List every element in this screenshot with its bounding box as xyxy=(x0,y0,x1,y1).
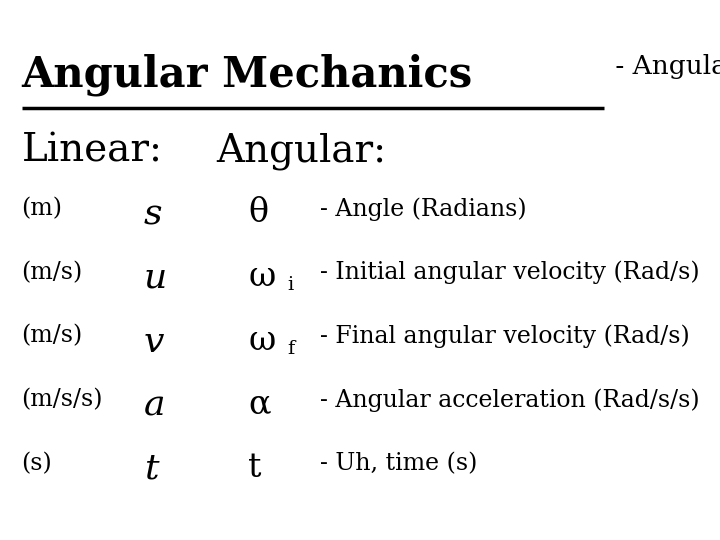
Text: - Angular Quantities: - Angular Quantities xyxy=(608,54,720,79)
Text: i: i xyxy=(287,276,294,294)
Text: v: v xyxy=(144,325,164,359)
Text: u: u xyxy=(144,261,167,295)
Text: ω: ω xyxy=(248,325,276,356)
Text: - Angle (Radians): - Angle (Radians) xyxy=(320,197,527,221)
Text: Linear:: Linear: xyxy=(22,132,163,170)
Text: t: t xyxy=(248,452,262,484)
Text: (s): (s) xyxy=(22,452,53,475)
Text: f: f xyxy=(287,340,294,357)
Text: (m): (m) xyxy=(22,197,63,220)
Text: - Angular acceleration (Rad/s/s): - Angular acceleration (Rad/s/s) xyxy=(320,388,700,412)
Text: - Initial angular velocity (Rad/s): - Initial angular velocity (Rad/s) xyxy=(320,261,700,285)
Text: - Final angular velocity (Rad/s): - Final angular velocity (Rad/s) xyxy=(320,325,690,348)
Text: t: t xyxy=(144,452,158,486)
Text: (m/s/s): (m/s/s) xyxy=(22,388,103,411)
Text: ω: ω xyxy=(248,261,276,293)
Text: α: α xyxy=(248,388,271,420)
Text: - Uh, time (s): - Uh, time (s) xyxy=(320,452,478,475)
Text: (m/s): (m/s) xyxy=(22,261,83,284)
Text: θ: θ xyxy=(248,197,269,229)
Text: a: a xyxy=(144,388,166,422)
Text: s: s xyxy=(144,197,163,231)
Text: Angular:: Angular: xyxy=(216,132,386,170)
Text: (m/s): (m/s) xyxy=(22,325,83,348)
Text: Angular Mechanics: Angular Mechanics xyxy=(22,54,473,97)
